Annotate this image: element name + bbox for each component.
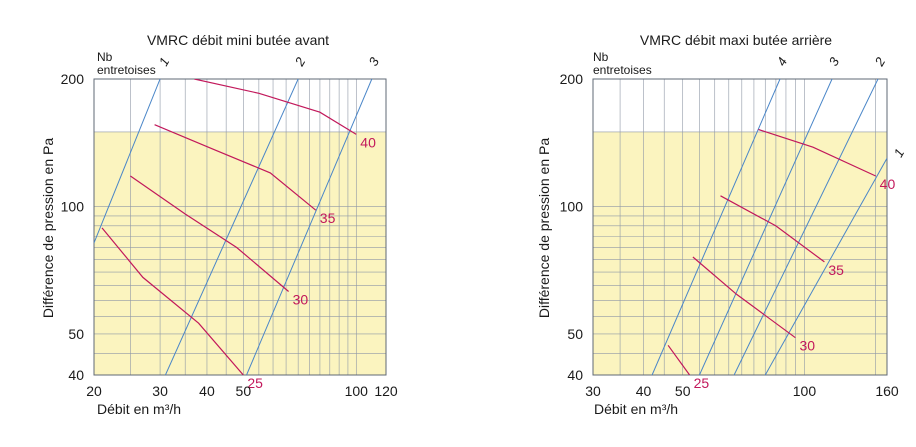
entretoise-line-3: [246, 79, 373, 375]
entretoise-line-3: [698, 79, 833, 375]
entretoise-label-2: 2: [291, 54, 308, 69]
entretoise-line-1: [764, 157, 887, 375]
plot-frame: [592, 78, 888, 376]
y-tick-label: 100: [61, 198, 85, 214]
plot-frame: [93, 78, 387, 376]
y-tick-label: 100: [560, 198, 584, 214]
series-line-30: [130, 175, 289, 292]
entretoise-label-1: 1: [156, 55, 173, 69]
entretoise-label-1: 1: [891, 146, 908, 160]
entretoise-line-2: [164, 79, 299, 375]
y-tick-label: 200: [560, 71, 584, 87]
y-tick-label: 40: [68, 367, 84, 383]
x-axis-label: Débit en m³/h: [97, 401, 181, 417]
x-axis-label: Débit en m³/h: [594, 401, 678, 417]
y-axis-label: Différence de pression en Pa: [536, 138, 552, 319]
series-label-25: 25: [694, 375, 710, 391]
shaded-band: [94, 131, 386, 375]
entretoise-label-3: 3: [826, 54, 843, 68]
entretoise-title-line-1: Nb: [593, 50, 609, 64]
series-label-30: 30: [293, 291, 309, 307]
series-label-40: 40: [880, 176, 896, 192]
series-label-30: 30: [799, 338, 815, 354]
series-label-35: 35: [828, 262, 844, 278]
y-tick-label: 40: [567, 367, 583, 383]
x-tick-label: 100: [793, 383, 817, 399]
series-label-40: 40: [360, 134, 376, 150]
entretoise-line-1: [94, 79, 161, 244]
series-label-25: 25: [247, 375, 263, 391]
y-tick-label: 50: [567, 326, 583, 342]
y-tick-label: 200: [61, 71, 85, 87]
chart-right: VMRC débit maxi butée arrière Nb entreto…: [536, 32, 907, 417]
entretoise-title-line-1: Nb: [97, 50, 113, 64]
x-tick-label: 30: [585, 383, 601, 399]
entretoise-label-3: 3: [365, 54, 382, 68]
x-tick-label: 40: [199, 383, 215, 399]
series-line-25: [101, 227, 244, 375]
series-label-35: 35: [320, 210, 336, 226]
entretoise-label-2: 2: [871, 54, 888, 69]
chart-title: VMRC débit mini butée avant: [147, 32, 329, 48]
series-line-35: [720, 195, 825, 263]
entretoise-title-line-2: entretoises: [97, 63, 156, 77]
y-axis-label: Différence de pression en Pa: [40, 138, 56, 319]
x-tick-label: 100: [345, 383, 369, 399]
series-line-25: [667, 344, 691, 375]
x-tick-label: 120: [374, 383, 398, 399]
entretoise-label-4: 4: [774, 55, 791, 69]
series-line-35: [154, 124, 317, 211]
entretoise-line-4: [651, 79, 781, 375]
x-tick-label: 160: [875, 383, 899, 399]
x-tick-label: 20: [86, 383, 102, 399]
y-tick-label: 50: [68, 326, 84, 342]
series-line-40: [194, 79, 357, 135]
grid: [593, 79, 887, 375]
entretoise-line-2: [733, 79, 879, 375]
entretoise-title-line-2: entretoises: [593, 63, 652, 77]
chart-title: VMRC débit maxi butée arrière: [640, 32, 832, 48]
x-tick-label: 30: [152, 383, 168, 399]
chart-left: VMRC débit mini butée avant Nb entretois…: [40, 32, 398, 417]
series-line-30: [692, 256, 796, 339]
series-line-40: [758, 128, 876, 177]
x-tick-label: 50: [236, 383, 252, 399]
shaded-band: [593, 131, 887, 375]
x-tick-label: 50: [675, 383, 691, 399]
x-tick-label: 40: [636, 383, 652, 399]
